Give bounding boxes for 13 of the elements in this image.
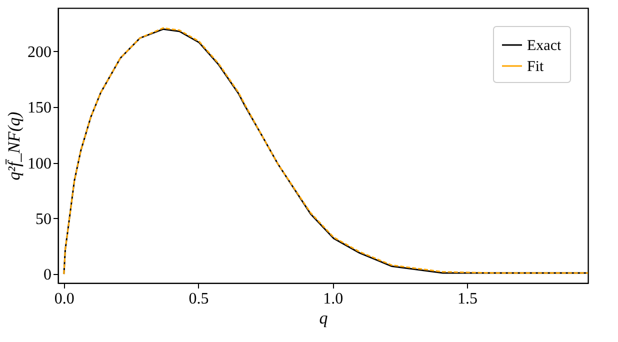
y-tick-label: 0 (44, 266, 52, 284)
y-tick-label: 150 (28, 100, 52, 117)
y-tick-label: 50 (36, 210, 52, 228)
x-tick-label: 1.0 (323, 290, 344, 308)
legend-label: Exact (527, 38, 562, 54)
x-tick-label: 1.5 (458, 290, 478, 308)
x-tick-label: 0.0 (54, 290, 74, 308)
y-tick-label: 200 (28, 44, 52, 61)
legend-label: Fit (527, 59, 545, 75)
x-axis-title: q (319, 308, 328, 328)
y-axis-title: q²f̄_NF(q) (4, 111, 24, 180)
x-tick-label: 0.5 (188, 290, 209, 308)
y-tick-label: 100 (28, 155, 52, 172)
